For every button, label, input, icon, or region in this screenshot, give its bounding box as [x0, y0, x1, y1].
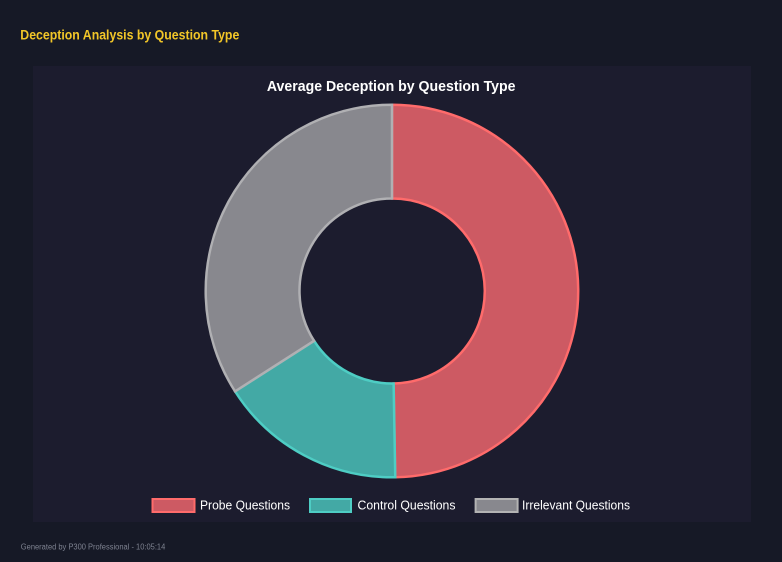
- svg-text:Irrelevant Questions: Irrelevant Questions: [522, 497, 630, 512]
- svg-text:Average Deception by Question: Average Deception by Question Type: [267, 79, 516, 95]
- svg-text:Deception Analysis by Question: Deception Analysis by Question Type: [20, 27, 239, 43]
- svg-text:Probe Questions: Probe Questions: [200, 497, 290, 512]
- svg-text:Control Questions: Control Questions: [358, 497, 456, 512]
- svg-text:Generated by P300 Professional: Generated by P300 Professional - 10:05:1…: [21, 543, 166, 552]
